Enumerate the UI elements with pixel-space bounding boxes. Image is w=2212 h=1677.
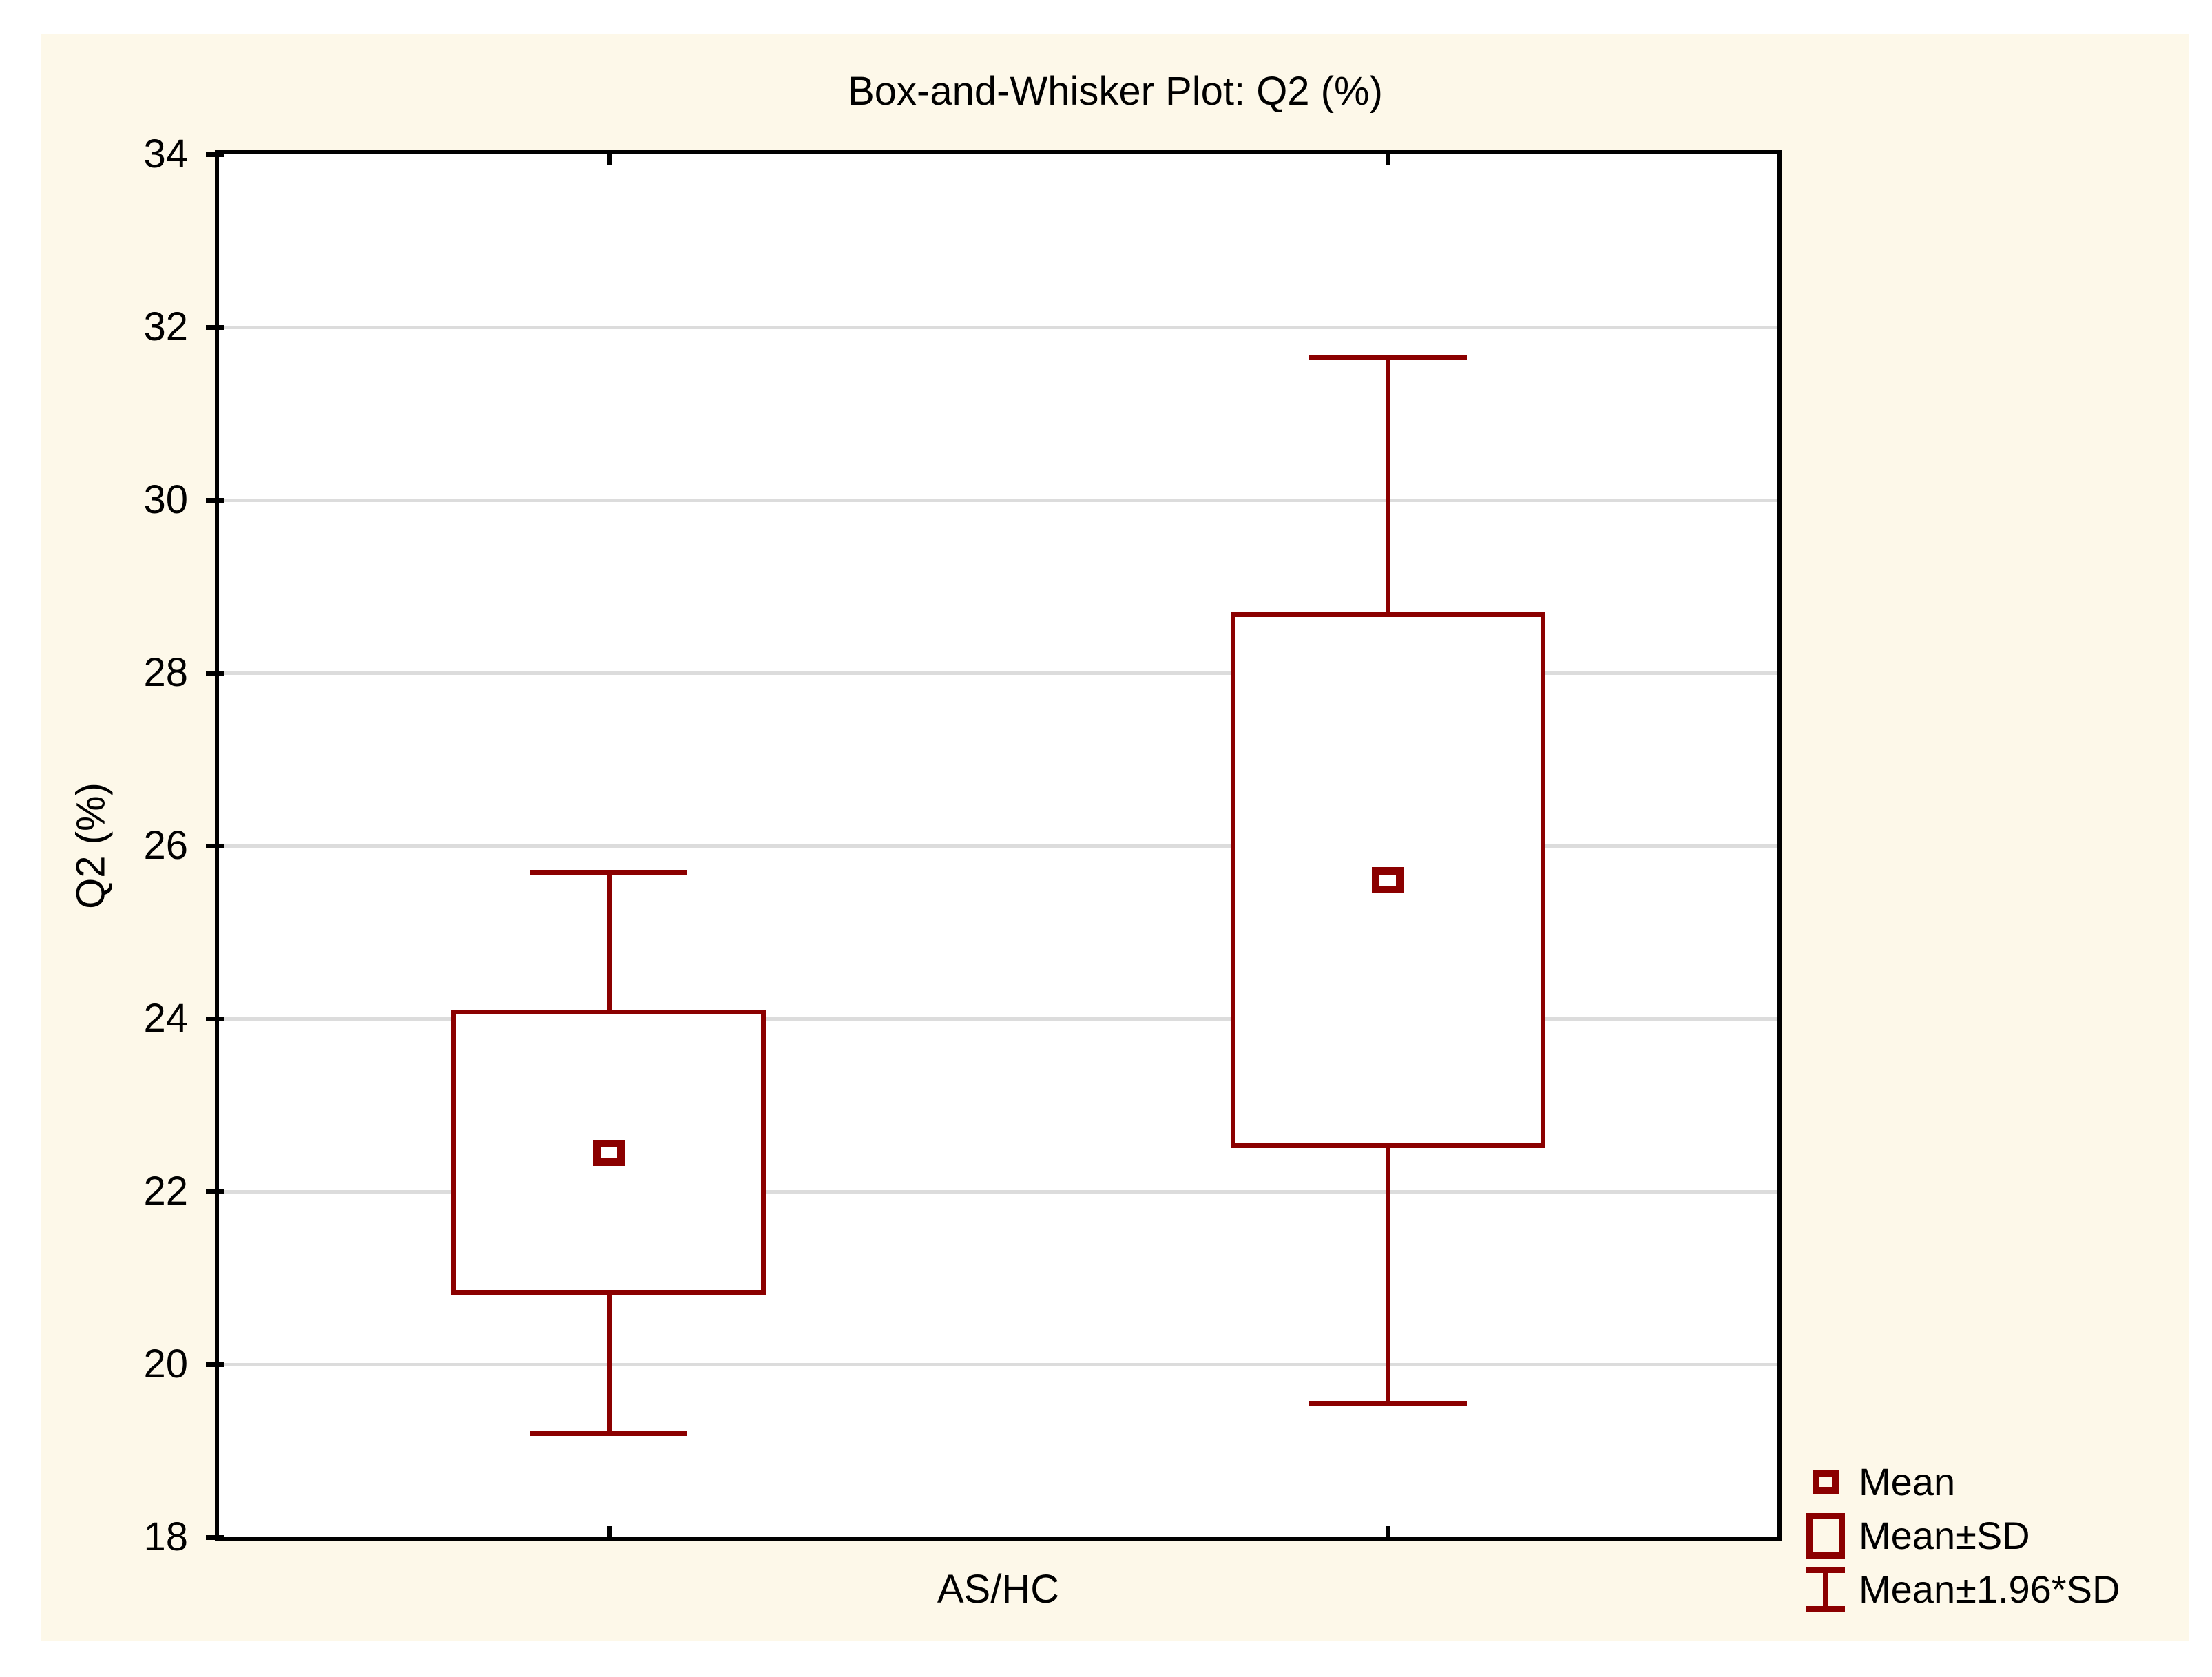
box-group-1-whisker-line-bottom: [1386, 1148, 1390, 1403]
y-tick-label: 24: [143, 996, 188, 1041]
box-group-0-whisker-line-top: [607, 872, 612, 1010]
gridline: [219, 844, 1777, 848]
x-axis-title: AS/HC: [937, 1567, 1060, 1612]
mean-marker-icon: [1813, 1470, 1839, 1494]
box-group-0-box: [451, 1010, 766, 1295]
legend-label-mean: Mean: [1859, 1460, 1956, 1503]
legend-label-mean-sd: Mean±SD: [1859, 1514, 2030, 1557]
legend-row-mean-sd: Mean±SD: [1802, 1509, 2120, 1563]
box-group-0-x-tick-top: [607, 154, 612, 165]
y-tick-label: 30: [143, 477, 188, 522]
y-tick: [206, 671, 224, 676]
box-group-1-mean-marker: [1372, 867, 1404, 893]
legend-row-mean: Mean: [1802, 1455, 2120, 1509]
legend-row-mean-196sd: Mean±1.96*SD: [1802, 1563, 2120, 1616]
y-tick-label: 32: [143, 304, 188, 349]
y-tick: [206, 498, 224, 503]
box-group-1-whisker-cap-top: [1309, 355, 1467, 360]
y-tick-label: 18: [143, 1514, 188, 1559]
y-tick: [206, 1362, 224, 1367]
box-group-1-x-tick-top: [1386, 154, 1390, 165]
box-group-1-whisker-line-top: [1386, 357, 1390, 612]
box-group-0-whisker-cap-top: [530, 870, 687, 875]
box-group-0-mean-marker: [593, 1140, 625, 1166]
gridline: [219, 1190, 1777, 1194]
y-tick-label: 34: [143, 132, 188, 176]
y-tick-label: 20: [143, 1342, 188, 1386]
legend: Mean Mean±SD Mean±1.96*SD: [1802, 1455, 2120, 1616]
y-tick: [206, 152, 224, 157]
box-group-0-whisker-line-bottom: [607, 1295, 612, 1434]
box-group-1-whisker-cap-bottom: [1309, 1401, 1467, 1406]
gridline: [219, 499, 1777, 502]
y-tick: [206, 325, 224, 330]
y-tick: [206, 1189, 224, 1194]
box-group-0-whisker-cap-bottom: [530, 1431, 687, 1436]
gridline: [219, 326, 1777, 329]
y-tick: [206, 1535, 224, 1540]
y-tick-label: 28: [143, 650, 188, 695]
gridline: [219, 1017, 1777, 1021]
box-group-0-x-tick-bottom: [607, 1526, 612, 1537]
gridline: [219, 1363, 1777, 1366]
y-tick-label: 22: [143, 1169, 188, 1214]
legend-label-mean-196sd: Mean±1.96*SD: [1859, 1567, 2120, 1611]
y-tick: [206, 1017, 224, 1021]
plot-area: 18 20 22 24 26 28 30 32 34: [143, 132, 1782, 1559]
y-tick: [206, 844, 224, 848]
gridline: [219, 671, 1777, 675]
box-rectangle-icon: [1806, 1513, 1845, 1559]
chart-title: Box-and-Whisker Plot: Q2 (%): [848, 69, 1383, 114]
y-tick-label: 26: [143, 823, 188, 868]
box-group-1-x-tick-bottom: [1386, 1526, 1390, 1537]
figure-canvas: Box-and-Whisker Plot: Q2 (%) Q2 (%) 18 20…: [41, 34, 2189, 1641]
whisker-ibeam-icon: [1806, 1567, 1845, 1612]
